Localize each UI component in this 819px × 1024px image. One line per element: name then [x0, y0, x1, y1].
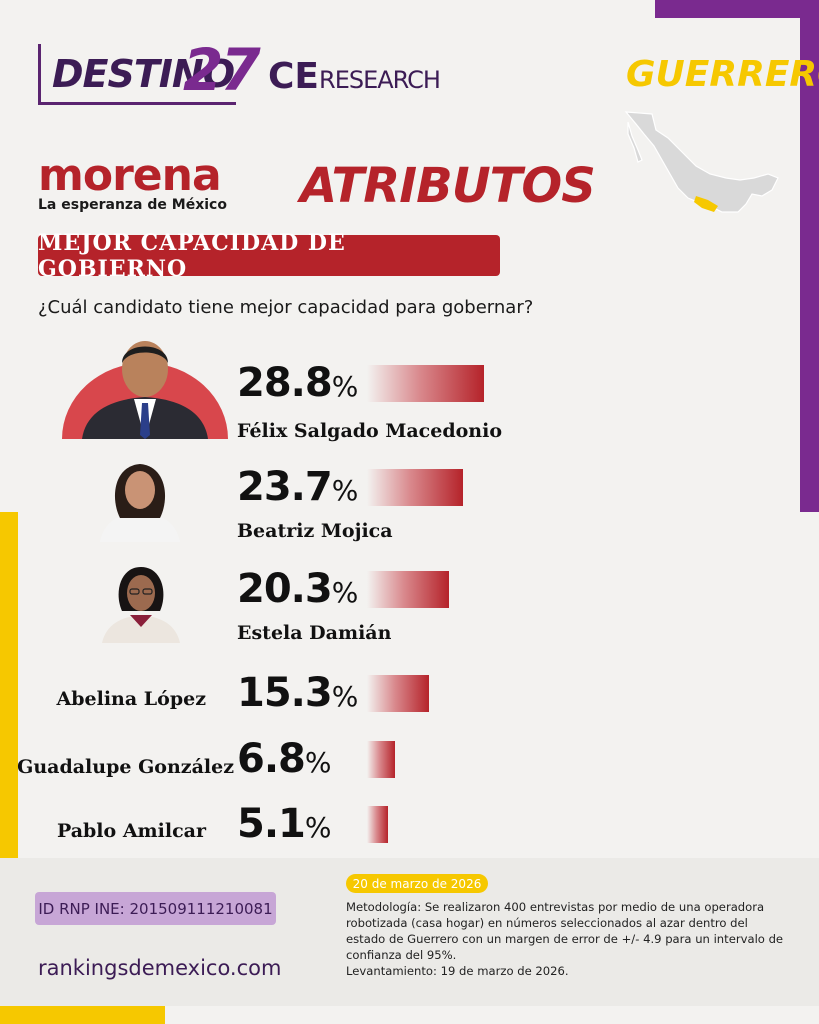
methodology-note: Metodología: Se realizaron 400 entrevist…	[346, 899, 790, 979]
survey-question: ¿Cuál candidato tiene mejor capacidad pa…	[38, 297, 534, 318]
value-number: 20.3	[237, 566, 333, 612]
publish-date-badge: 20 de marzo de 2026	[346, 874, 488, 893]
percent-sign: %	[331, 576, 359, 609]
value-number: 6.8	[237, 736, 306, 782]
bar-5	[367, 741, 395, 778]
bar-4	[367, 675, 429, 712]
value-label-5: 6.8%	[237, 736, 332, 782]
state-label: GUERRERO	[626, 54, 819, 95]
value-number: 15.3	[237, 670, 333, 716]
candidate-name-6: Pablo Amilcar	[56, 820, 206, 842]
fieldwork-date: Levantamiento: 19 de marzo de 2026.	[346, 964, 569, 978]
ce-logo-prefix: CE	[268, 56, 320, 97]
destino-logo-word: DESTINO	[52, 52, 235, 96]
ce-logo-suffix: RESEARCH	[319, 66, 441, 94]
purple-top-bar	[655, 0, 819, 18]
methodology-text: Metodología: Se realizaron 400 entrevist…	[346, 900, 784, 962]
candidate-name-5: Guadalupe González	[17, 756, 234, 778]
candidate-photo-1	[62, 341, 228, 439]
percent-sign: %	[304, 811, 332, 844]
value-number: 28.8	[237, 360, 333, 406]
bar-2	[367, 469, 463, 506]
value-label-6: 5.1%	[237, 801, 332, 847]
purple-side-bar	[800, 0, 819, 512]
value-number: 5.1	[237, 801, 306, 847]
percent-sign: %	[331, 370, 359, 403]
candidate-name-1: Félix Salgado Macedonio	[237, 420, 502, 442]
value-label-2: 23.7%	[237, 464, 359, 510]
bar-1	[367, 365, 484, 402]
category-banner: MEJOR CAPACIDAD DE GOBIERNO	[38, 230, 500, 282]
ce-research-logo: CERESEARCH	[268, 56, 441, 97]
party-slogan: La esperanza de México	[38, 197, 227, 213]
destino-logo-frame	[38, 44, 236, 105]
rnp-id-badge: ID RNP INE: 201509111210081	[35, 892, 276, 925]
mexico-map-icon	[624, 111, 779, 213]
percent-sign: %	[304, 746, 332, 779]
bar-6	[367, 806, 388, 843]
candidate-photo-3	[102, 567, 180, 643]
candidate-name-4: Abelina López	[56, 688, 207, 710]
percent-sign: %	[331, 474, 359, 507]
candidate-name-2: Beatriz Mojica	[237, 520, 393, 542]
bar-3	[367, 571, 449, 608]
candidate-name-3: Estela Damián	[237, 622, 392, 644]
party-logo-name: morena	[38, 150, 222, 201]
website-url: rankingsdemexico.com	[38, 956, 282, 980]
value-label-1: 28.8%	[237, 360, 359, 406]
value-number: 23.7	[237, 464, 333, 510]
destino-logo-number: 27	[183, 36, 261, 104]
candidate-photo-2	[100, 464, 180, 542]
yellow-bottom-bar	[0, 1006, 165, 1024]
value-label-4: 15.3%	[237, 670, 359, 716]
value-label-3: 20.3%	[237, 566, 359, 612]
section-title: ATRIBUTOS	[300, 158, 596, 214]
percent-sign: %	[331, 680, 359, 713]
